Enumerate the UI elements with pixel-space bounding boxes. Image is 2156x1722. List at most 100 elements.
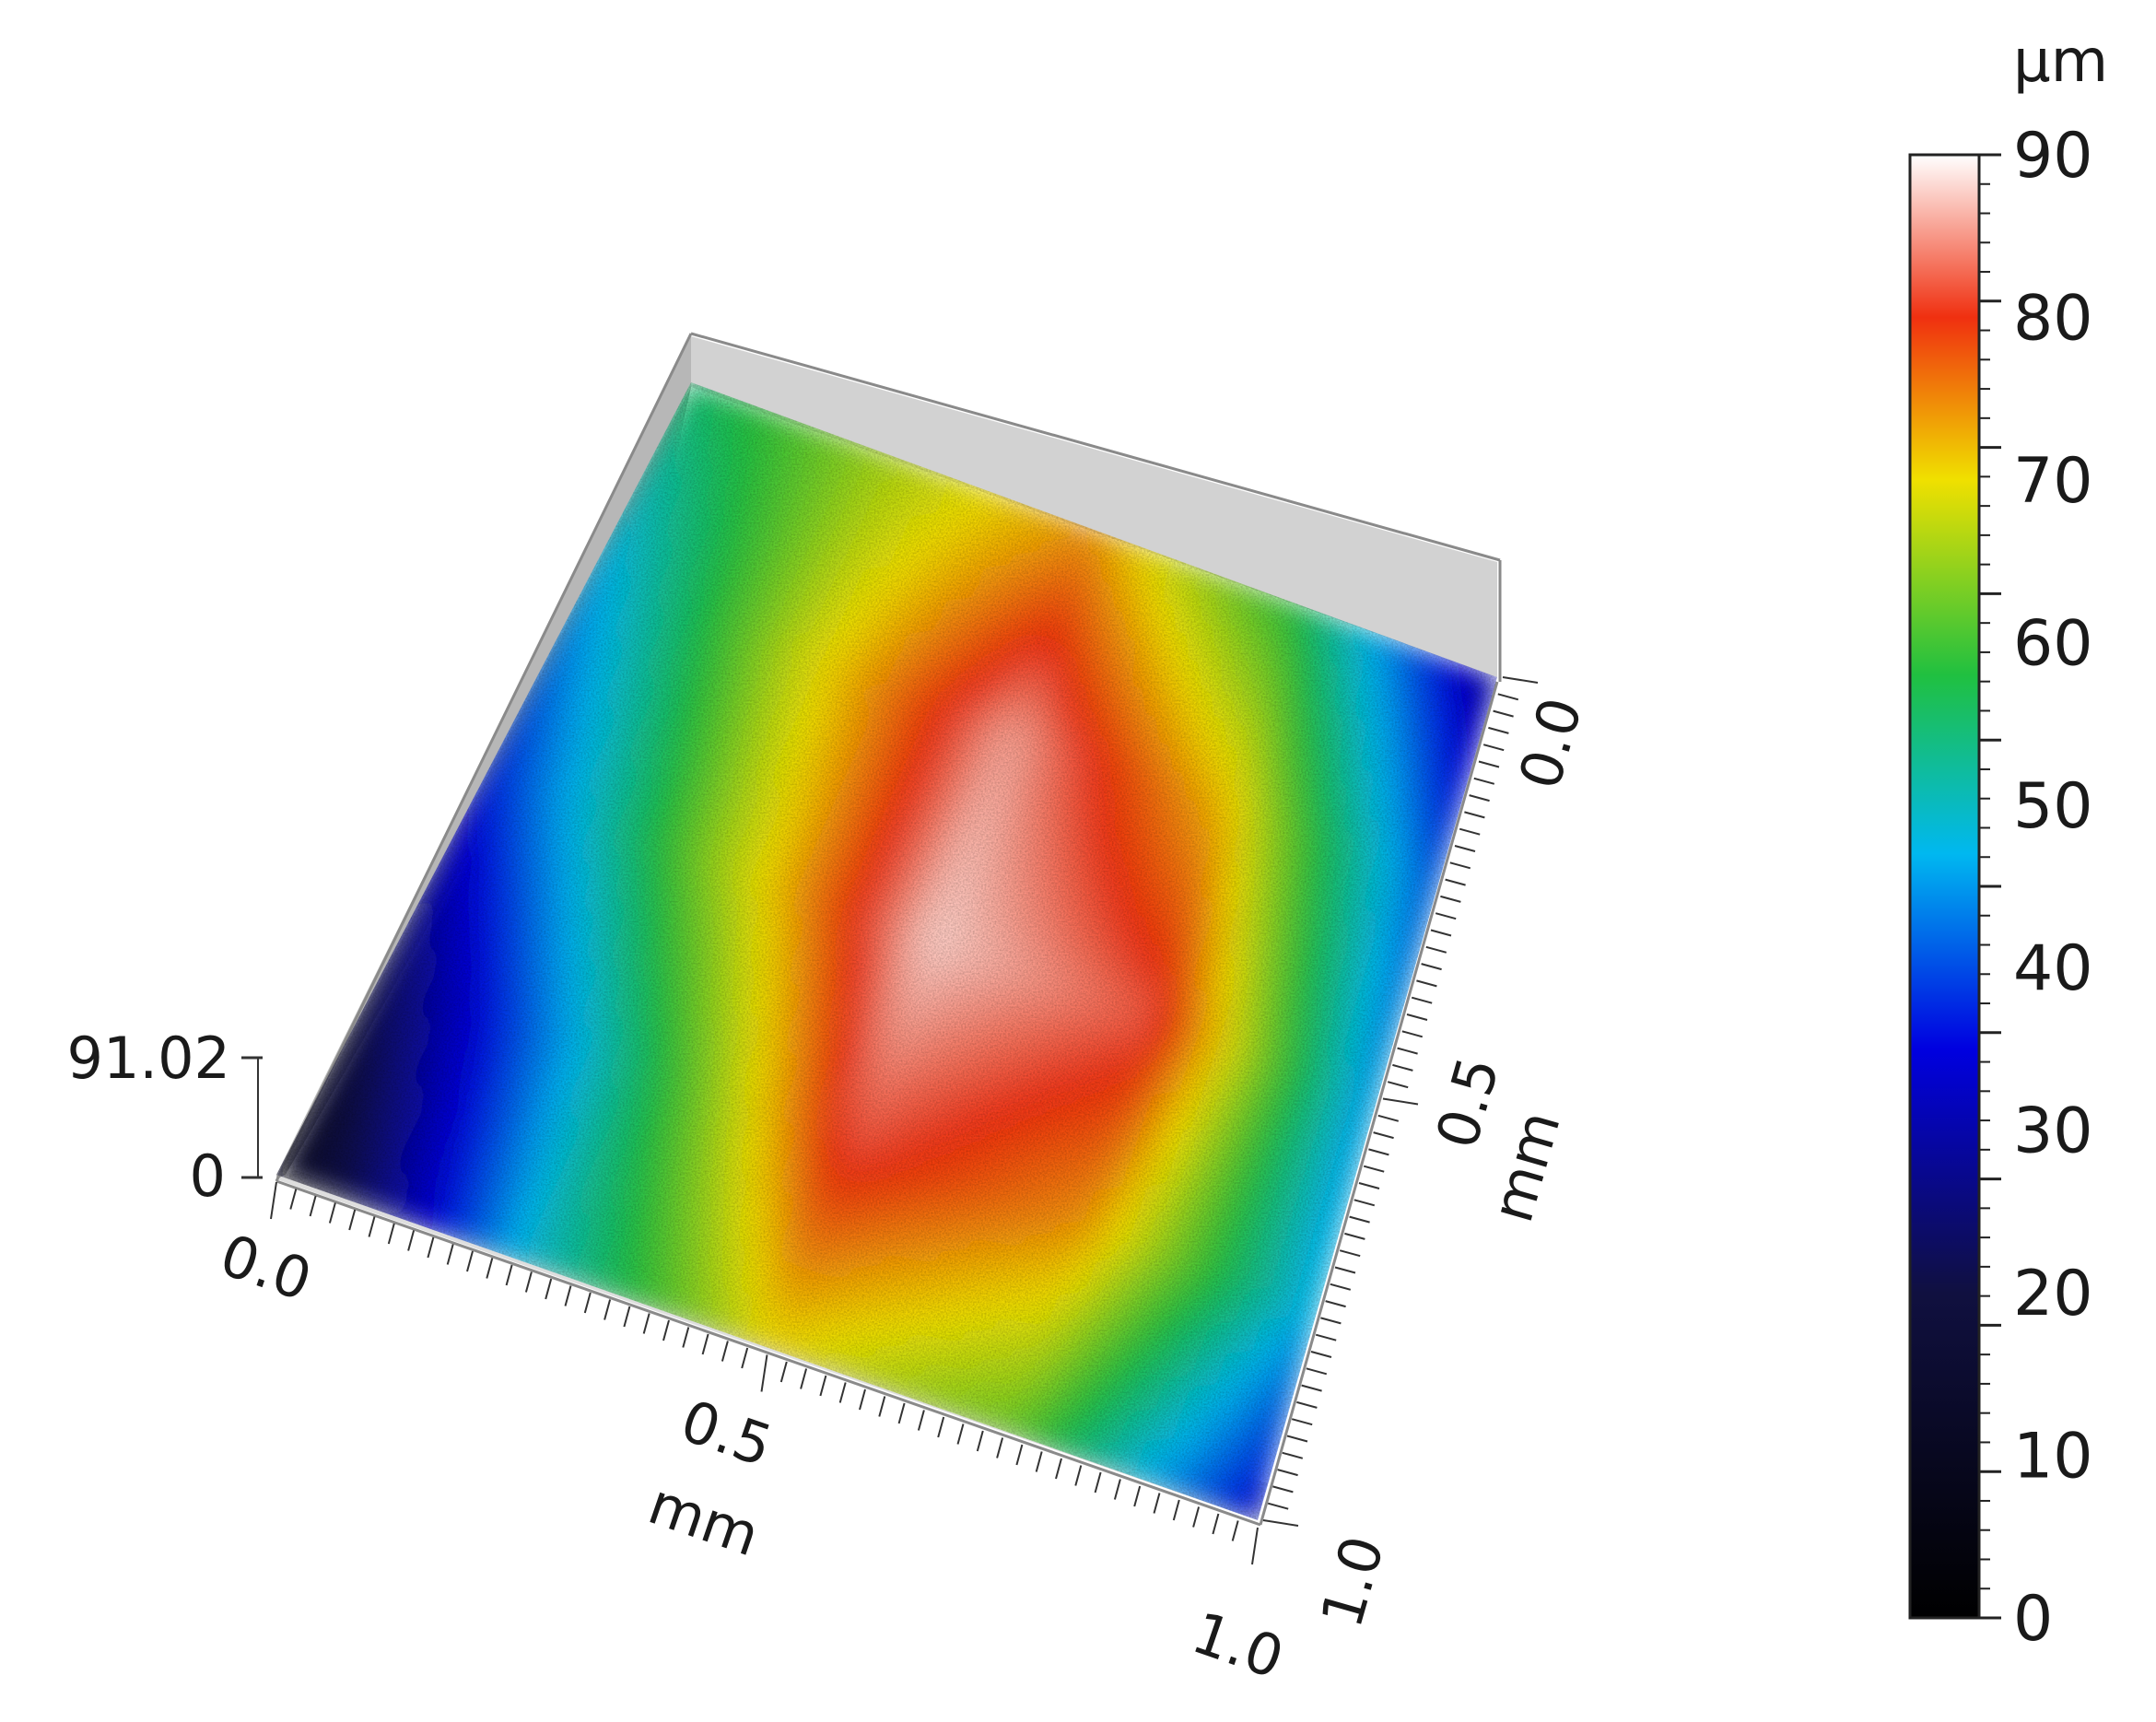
x-tick-label-2: 1.0 <box>1184 1599 1292 1692</box>
wall-edge-left <box>275 333 693 1182</box>
x-axis-tick <box>1192 1506 1201 1528</box>
x-tick-label-1: 0.5 <box>673 1387 780 1480</box>
x-axis-tick <box>289 1189 298 1210</box>
x-axis-tick <box>466 1250 474 1272</box>
y-axis-tick <box>1488 726 1509 734</box>
x-axis-tick <box>348 1209 357 1231</box>
x-axis-tick <box>603 1299 612 1320</box>
y-axis-tick <box>1330 1283 1352 1291</box>
colorbar-tick-label: 10 <box>2013 1421 2093 1494</box>
y-axis-tick <box>1482 744 1505 752</box>
colorbar-tick-label: 30 <box>2013 1095 2093 1168</box>
y-axis-tick <box>1368 1148 1389 1156</box>
y-axis-tick <box>1497 693 1519 701</box>
x-axis-tick <box>760 1354 768 1392</box>
floor-edge-front <box>275 1179 1261 1527</box>
y-axis-tick <box>1459 827 1481 836</box>
y-axis-tick <box>1449 861 1471 870</box>
y-axis-tick <box>1502 676 1539 684</box>
y-axis-tick <box>1344 1232 1365 1240</box>
x-axis-tick <box>564 1285 572 1306</box>
y-axis-tick <box>1469 794 1490 802</box>
x-axis-tick <box>368 1216 376 1237</box>
y-axis-tick <box>1493 709 1514 718</box>
y-axis-tick <box>1401 1030 1424 1038</box>
y-axis-tick <box>1301 1384 1322 1392</box>
y-axis-tick <box>1425 945 1447 954</box>
colorbar-tick-label: 50 <box>2013 770 2093 843</box>
x-axis-tick <box>505 1264 513 1286</box>
colorbar-tick-label: 70 <box>2013 445 2093 518</box>
z-axis: 91.02 0 <box>67 1025 263 1210</box>
y-axis-tick <box>1334 1266 1356 1274</box>
colorbar-tick-label: 90 <box>2013 120 2093 193</box>
colorbar-unit: µm <box>2013 28 2108 96</box>
x-axis-tick <box>779 1361 788 1383</box>
z-tick-label-min: 0 <box>190 1142 226 1210</box>
x-tick-label-0: 0.0 <box>212 1221 320 1314</box>
x-axis-tick <box>1094 1471 1102 1494</box>
x-axis-tick <box>1015 1444 1024 1466</box>
x-axis-tick <box>1172 1499 1180 1521</box>
y-axis-tick <box>1286 1435 1308 1443</box>
colorbar: µm 0 10 20 30 40 50 60 70 80 90 <box>1908 28 2108 1656</box>
x-axis-tick <box>427 1236 435 1259</box>
y-tick-label-2: 1.0 <box>1307 1529 1397 1634</box>
y-axis-tick <box>1411 996 1433 1004</box>
x-axis-ticks <box>270 1181 1259 1565</box>
x-axis-tick <box>1074 1465 1083 1486</box>
y-axis-tick <box>1377 1114 1400 1122</box>
z-tick-label-max: 91.02 <box>67 1025 231 1092</box>
y-axis-tick <box>1267 1502 1289 1510</box>
y-axis-tick <box>1397 1047 1418 1055</box>
colorbar-tick-label: 80 <box>2013 282 2093 355</box>
floor-edge-right <box>1259 681 1499 1526</box>
x-axis-tick <box>721 1341 729 1362</box>
colorbar-tick-label: 60 <box>2013 607 2093 680</box>
y-axis-tick <box>1406 1013 1428 1021</box>
x-axis-tick <box>741 1347 749 1369</box>
y-axis-tick <box>1464 811 1485 819</box>
x-axis-tick <box>623 1306 631 1328</box>
x-axis-tick <box>1212 1513 1220 1535</box>
colorbar-bar <box>1908 153 1981 1620</box>
y-axis-tick <box>1315 1333 1337 1341</box>
x-axis-tick <box>1035 1451 1043 1472</box>
y-axis-tick <box>1358 1182 1380 1189</box>
y-axis-ticks <box>1262 676 1539 1527</box>
y-axis-tick <box>1277 1469 1298 1477</box>
y-axis-tick <box>1473 777 1495 785</box>
y-axis-tick <box>1282 1451 1304 1459</box>
x-axis-tick <box>446 1244 454 1265</box>
colorbar-tick-label: 40 <box>2013 932 2093 1005</box>
y-axis-tick <box>1339 1249 1361 1258</box>
y-axis-tick <box>1320 1317 1342 1325</box>
x-axis-tick <box>328 1202 336 1224</box>
x-axis-tick <box>956 1423 965 1445</box>
y-axis-tick <box>1387 1081 1409 1089</box>
x-axis-tick <box>701 1333 709 1355</box>
x-axis-tick <box>838 1382 847 1403</box>
x-axis-tick <box>996 1437 1004 1458</box>
y-axis-tick <box>1435 912 1457 920</box>
x-axis-tick <box>917 1410 925 1431</box>
y-axis-tick <box>1325 1300 1346 1308</box>
y-axis-tick <box>1310 1351 1332 1358</box>
x-axis-tick <box>976 1430 984 1452</box>
x-axis-tick <box>486 1258 494 1279</box>
y-axis-tick <box>1272 1485 1294 1494</box>
x-axis-tick <box>1251 1527 1259 1565</box>
y-axis-tick <box>1478 760 1500 768</box>
y-axis-tick <box>1382 1097 1419 1106</box>
x-axis-tick <box>1133 1485 1142 1507</box>
y-axis-tick <box>1421 963 1442 971</box>
y-axis-tick <box>1349 1215 1370 1224</box>
y-axis-tick <box>1363 1165 1385 1173</box>
y-axis-tick <box>1454 845 1476 852</box>
y-axis-tick <box>1373 1131 1394 1140</box>
colorbar-ticks: 0 10 20 30 40 50 60 70 80 90 <box>1979 120 2093 1656</box>
x-axis-tick <box>309 1195 317 1217</box>
y-axis-tick <box>1416 979 1437 988</box>
y-axis-tick <box>1445 878 1466 886</box>
